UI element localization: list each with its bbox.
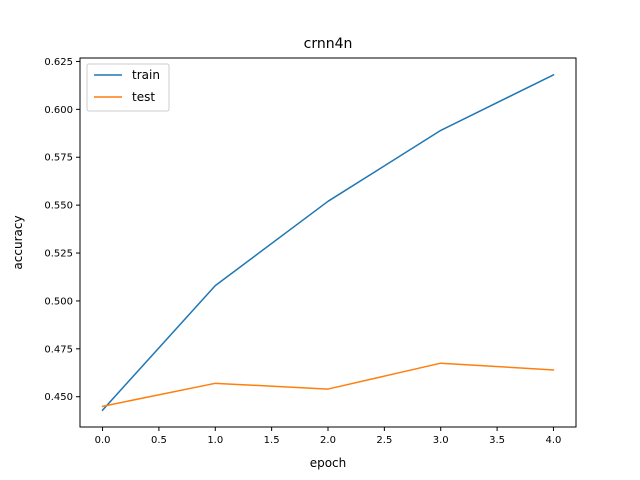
- y-tick-label: 0.600: [44, 105, 73, 116]
- series-line-test: [101, 362, 555, 408]
- y-tick-label: 0.500: [44, 296, 73, 307]
- x-tick-label: 1.5: [264, 435, 280, 446]
- y-axis: 0.450 0.475 0.500 0.525 0.550 0.575 0.600 0.625: [44, 57, 80, 403]
- x-tick-label: 2.5: [376, 435, 392, 446]
- chart-title: crnn4n: [304, 36, 353, 52]
- legend-label-test: test: [132, 90, 155, 104]
- x-axis: 0.0 0.5 1.0 1.5 2.0 2.5 3.0 3.5 4.0: [95, 427, 562, 446]
- x-axis-label: epoch: [310, 456, 347, 470]
- y-tick-label: 0.475: [44, 344, 73, 355]
- x-tick-label: 4.0: [546, 435, 562, 446]
- y-tick-label: 0.575: [44, 153, 73, 164]
- x-tick-label: 1.0: [207, 435, 223, 446]
- legend: train test: [86, 63, 170, 112]
- y-axis-label: accuracy: [11, 215, 25, 269]
- series-group: [101, 73, 555, 412]
- x-tick-label: 3.0: [433, 435, 449, 446]
- x-tick-label: 0.0: [95, 435, 111, 446]
- y-tick-label: 0.550: [44, 201, 73, 212]
- x-tick-label: 3.5: [489, 435, 505, 446]
- y-tick-label: 0.625: [44, 57, 73, 68]
- x-tick-label: 2.0: [320, 435, 336, 446]
- y-tick-label: 0.525: [44, 249, 73, 260]
- x-tick-label: 0.5: [151, 435, 167, 446]
- y-tick-label: 0.450: [44, 392, 73, 403]
- legend-label-train: train: [132, 68, 160, 82]
- series-line-train: [101, 73, 555, 412]
